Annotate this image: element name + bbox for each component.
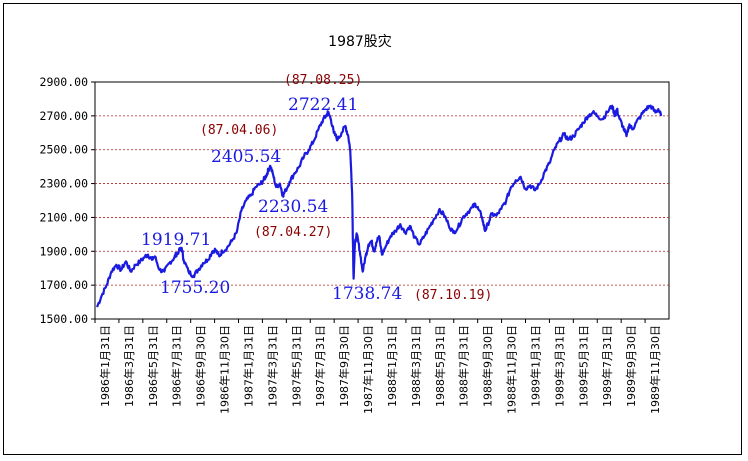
x-tick-label: 1988年7月31日 (457, 325, 471, 407)
series-layer (95, 104, 663, 308)
y-axis-ticks: 1500.00 1700.00 1900.00 2100.00 2300.00 2500.… (40, 75, 95, 326)
x-tick-label: 1988年3月31日 (409, 325, 423, 407)
x-tick-label: 1988年9月30日 (481, 325, 495, 407)
x-tick-label: 1986年11月30日 (218, 325, 232, 414)
x-axis-ticks: 1986年1月31日 1986年3月31日 1986年5月31日 1986年7月31日… (94, 319, 662, 414)
annotations: 1919.71 1755.20 2405.54 2230.54 2722.41 1738.… (141, 73, 492, 304)
plot-area (94, 81, 670, 320)
y-tick-label: 2700.00 (40, 109, 89, 123)
x-tick-label: 1987年1月31日 (241, 325, 255, 407)
annotation-label: 1738.74 (332, 284, 402, 304)
y-tick-label: 2100.00 (40, 210, 89, 224)
y-tick-label: 2500.00 (40, 143, 89, 157)
y-tick-label: 2300.00 (40, 177, 89, 191)
series-line (95, 104, 663, 308)
annotation-label: (87.04.27) (254, 225, 332, 240)
x-tick-label: 1986年9月30日 (194, 325, 208, 407)
annotation-label: 1919.71 (141, 230, 211, 250)
x-tick-label: 1989年5月31日 (576, 325, 590, 407)
annotation-label: 2230.54 (258, 197, 328, 217)
x-tick-label: 1989年7月31日 (600, 325, 614, 407)
annotation-label: (87.10.19) (414, 288, 492, 303)
x-tick-label: 1989年3月31日 (552, 325, 566, 407)
y-tick-label: 1900.00 (40, 244, 89, 258)
x-tick-label: 1987年9月30日 (337, 325, 351, 407)
y-tick-label: 1700.00 (40, 278, 89, 292)
x-tick-label: 1986年7月31日 (170, 325, 184, 407)
annotation-label: (87.08.25) (284, 73, 362, 88)
annotation-label: 1755.20 (160, 278, 230, 298)
y-tick-label: 1500.00 (40, 312, 89, 326)
x-tick-label: 1986年5月31日 (146, 325, 160, 407)
x-tick-label: 1989年9月30日 (624, 325, 638, 407)
y-tick-label: 2900.00 (40, 75, 89, 89)
x-tick-label: 1986年1月31日 (98, 325, 112, 407)
x-tick-label: 1988年1月31日 (385, 325, 399, 407)
x-tick-label: 1989年11月30日 (648, 325, 662, 414)
chart-title: 1987股灾 (328, 33, 392, 50)
x-tick-label: 1988年11月30日 (505, 325, 519, 414)
annotation-label: 2722.41 (288, 95, 358, 115)
x-tick-label: 1987年5月31日 (289, 325, 303, 407)
x-tick-label: 1987年7月31日 (313, 325, 327, 407)
annotation-label: 2405.54 (211, 147, 281, 167)
annotation-label: (87.04.06) (200, 123, 278, 138)
x-tick-label: 1987年11月30日 (361, 325, 375, 414)
x-tick-label: 1986年3月31日 (122, 325, 136, 407)
x-tick-label: 1988年5月31日 (433, 325, 447, 407)
x-tick-label: 1989年1月31日 (528, 325, 542, 407)
x-tick-label: 1987年3月31日 (265, 325, 279, 407)
